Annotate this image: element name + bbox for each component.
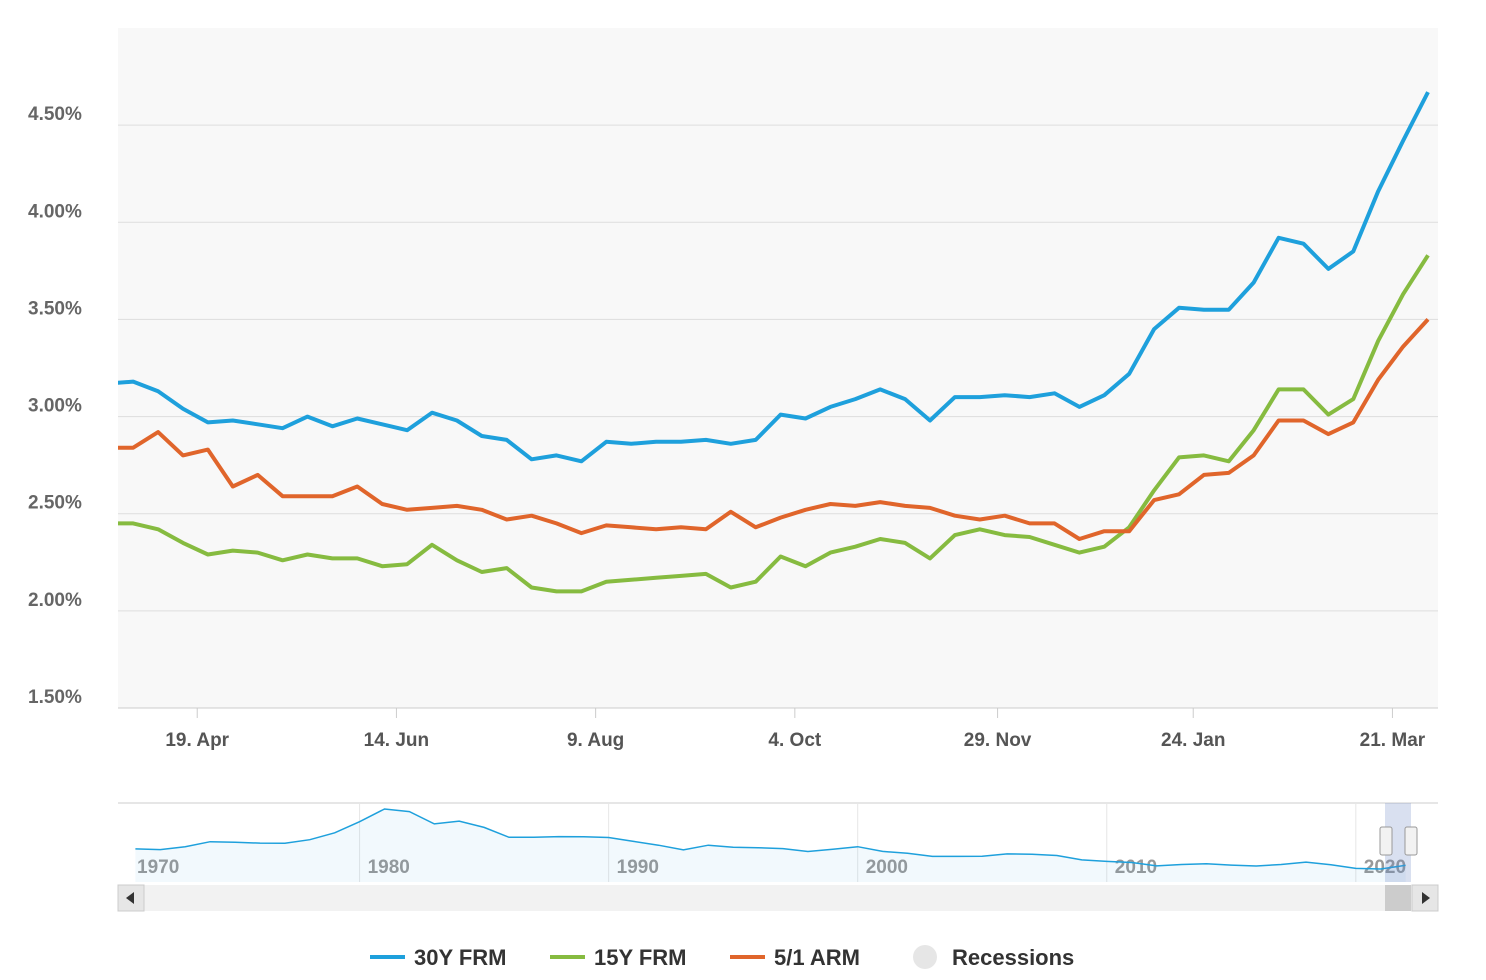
y-tick-label: 4.50% xyxy=(28,104,82,125)
series-line xyxy=(118,91,1430,464)
x-tick-label: 2020 xyxy=(1364,857,1406,878)
main-chart: 1.50% 2.00% 2.50% 3.00% 3.50% 4.00% 4.50% 19. A… xyxy=(28,91,1438,751)
legend-item[interactable]: 5/1 ARM xyxy=(730,945,860,970)
legend-item[interactable]: 30Y FRM xyxy=(370,945,507,970)
legend-item[interactable]: Recessions xyxy=(913,945,1074,970)
x-tick-label: 1980 xyxy=(368,857,410,878)
plot-background xyxy=(118,28,1438,708)
y-tick-label: 4.00% xyxy=(28,201,82,222)
series-group xyxy=(118,91,1430,594)
series-line xyxy=(135,808,1406,870)
area xyxy=(135,809,1406,882)
legend-label: 30Y FRM xyxy=(414,945,507,970)
navigator-handle[interactable] xyxy=(1379,826,1393,856)
legend-label: 15Y FRM xyxy=(594,945,687,970)
arrow-icon xyxy=(126,892,134,904)
x-tick-label: 1990 xyxy=(617,857,659,878)
legend: 30Y FRM 15Y FRM 5/1 ARM Recessions xyxy=(370,945,1074,970)
series-line xyxy=(118,318,1430,541)
x-tick-label: 2000 xyxy=(866,857,908,878)
y-tick-label: 3.00% xyxy=(28,396,82,417)
scrollbar-thumb[interactable] xyxy=(1385,885,1411,911)
scrollbar-track[interactable] xyxy=(118,885,1438,911)
y-tick-label: 2.50% xyxy=(28,493,82,514)
y-tick-label: 3.50% xyxy=(28,298,82,319)
x-tick-label: 24. Jan xyxy=(1161,730,1225,751)
y-tick-label: 2.00% xyxy=(28,590,82,611)
arrow-icon xyxy=(1422,892,1430,904)
x-tick-label: 29. Nov xyxy=(964,730,1032,751)
x-tick-label: 4. Oct xyxy=(768,730,821,751)
x-tick-label: 9. Aug xyxy=(567,730,624,751)
navigator-handle[interactable] xyxy=(1404,826,1418,856)
y-tick-label: 1.50% xyxy=(28,687,82,708)
legend-symbol xyxy=(913,945,937,969)
series-line xyxy=(118,254,1430,594)
legend-item[interactable]: 15Y FRM xyxy=(550,945,687,970)
x-tick-label: 1970 xyxy=(137,857,179,878)
x-tick-label: 21. Mar xyxy=(1360,730,1426,751)
x-tick-label: 19. Apr xyxy=(165,730,229,751)
navigator: 1970 1980 1990 2000 2010 2020 xyxy=(118,802,1438,882)
legend-label: Recessions xyxy=(952,945,1074,970)
legend-label: 5/1 ARM xyxy=(774,945,860,970)
x-tick-label: 14. Jun xyxy=(364,730,429,751)
